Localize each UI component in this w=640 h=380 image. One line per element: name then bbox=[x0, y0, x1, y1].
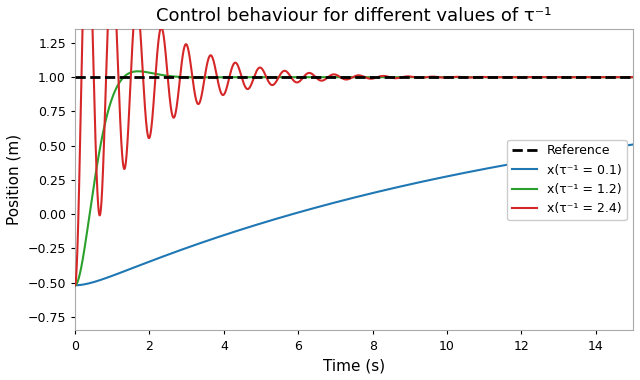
x(τ⁻¹ = 1.2) bbox=[530, 75, 538, 79]
x(τ⁻¹ = 0.1) bbox=[530, 158, 538, 162]
x(τ⁻¹ = 1.2) bbox=[434, 75, 442, 79]
Legend: Reference, x(τ⁻¹ = 0.1), x(τ⁻¹ = 1.2), x(τ⁻¹ = 2.4): Reference, x(τ⁻¹ = 0.1), x(τ⁻¹ = 1.2), x… bbox=[507, 139, 627, 220]
x(τ⁻¹ = 1.2) bbox=[173, 74, 180, 79]
x(τ⁻¹ = 1.2) bbox=[488, 75, 495, 79]
x(τ⁻¹ = 0.1) bbox=[284, 213, 292, 218]
x(τ⁻¹ = 1.2) bbox=[285, 75, 292, 79]
x(τ⁻¹ = 2.4) bbox=[71, 283, 79, 288]
x(τ⁻¹ = 1.2) bbox=[134, 69, 142, 74]
x(τ⁻¹ = 0.1) bbox=[71, 283, 79, 288]
x(τ⁻¹ = 0.1) bbox=[629, 142, 637, 147]
x(τ⁻¹ = 2.4) bbox=[488, 75, 495, 80]
x(τ⁻¹ = 2.4) bbox=[173, 106, 180, 110]
x(τ⁻¹ = 2.4) bbox=[285, 71, 292, 76]
X-axis label: Time (s): Time (s) bbox=[323, 358, 385, 373]
Line: x(τ⁻¹ = 2.4): x(τ⁻¹ = 2.4) bbox=[75, 0, 633, 285]
x(τ⁻¹ = 1.2) bbox=[406, 75, 413, 79]
x(τ⁻¹ = 0.1) bbox=[406, 182, 413, 187]
x(τ⁻¹ = 2.4) bbox=[406, 74, 413, 79]
x(τ⁻¹ = 2.4) bbox=[530, 75, 538, 79]
x(τ⁻¹ = 0.1) bbox=[173, 249, 180, 254]
x(τ⁻¹ = 2.4) bbox=[629, 75, 637, 79]
x(τ⁻¹ = 0.1) bbox=[434, 176, 442, 180]
Reference bbox=[108, 75, 116, 79]
Line: x(τ⁻¹ = 1.2): x(τ⁻¹ = 1.2) bbox=[75, 71, 633, 285]
Line: x(τ⁻¹ = 0.1): x(τ⁻¹ = 0.1) bbox=[75, 144, 633, 285]
Y-axis label: Position (m): Position (m) bbox=[7, 134, 22, 225]
Title: Control behaviour for different values of τ⁻¹: Control behaviour for different values o… bbox=[156, 7, 552, 25]
x(τ⁻¹ = 0.1) bbox=[488, 165, 495, 170]
Reference bbox=[71, 75, 79, 79]
x(τ⁻¹ = 1.2) bbox=[71, 283, 79, 288]
x(τ⁻¹ = 2.4) bbox=[434, 75, 442, 79]
x(τ⁻¹ = 1.2) bbox=[629, 75, 637, 79]
